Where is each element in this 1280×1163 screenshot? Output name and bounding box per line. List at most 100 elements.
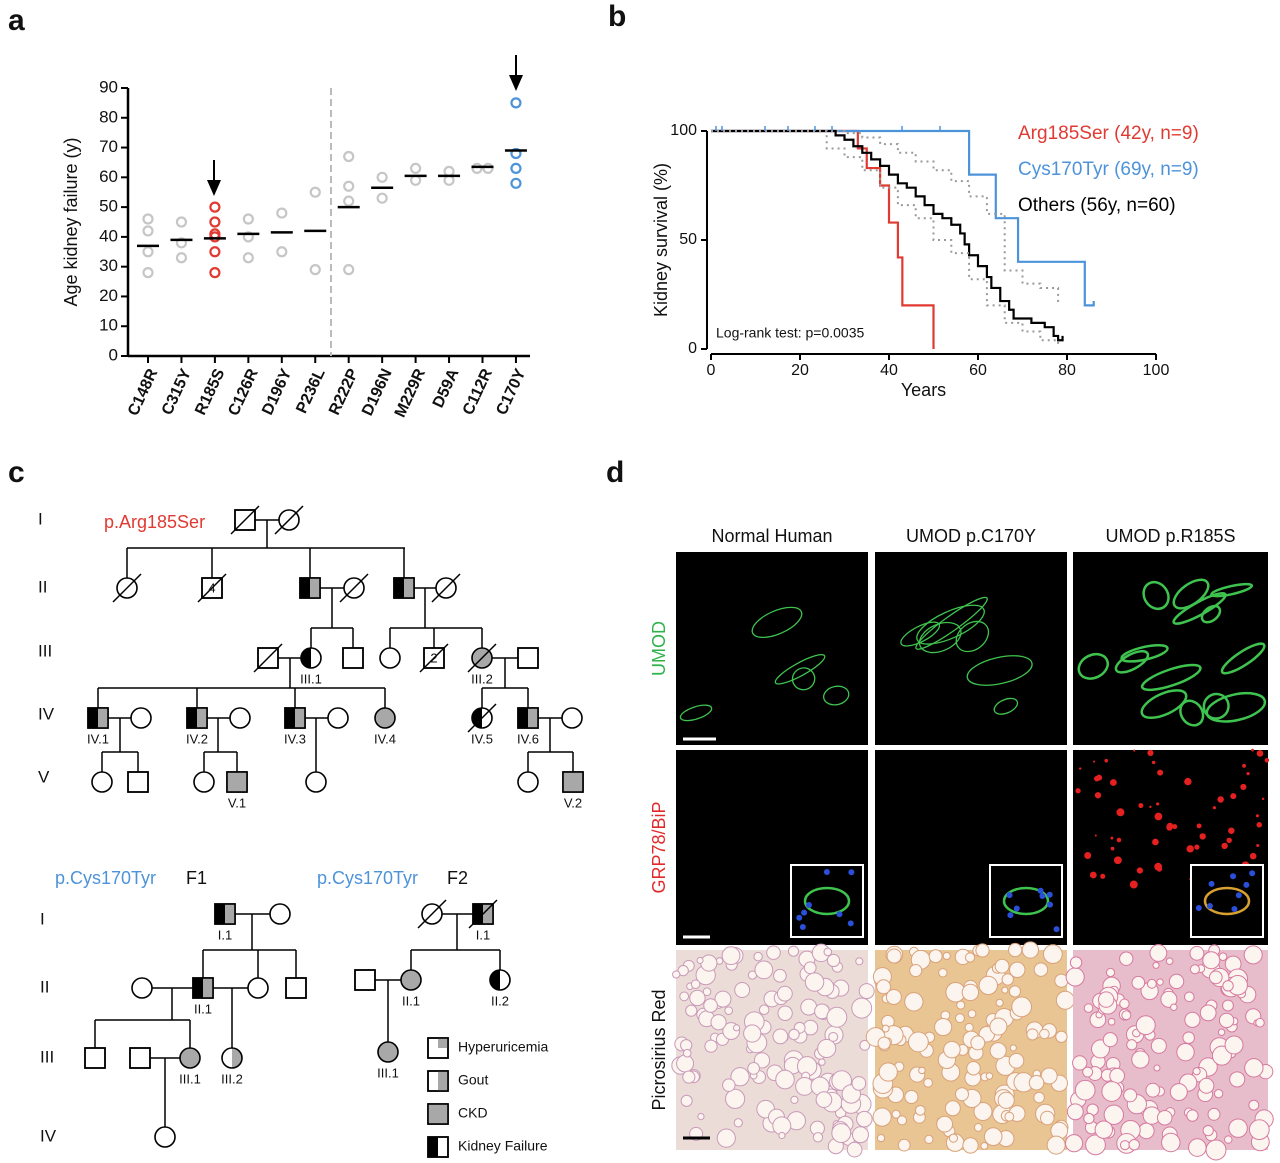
inset-tubule <box>803 886 851 916</box>
tissue <box>1123 1088 1138 1103</box>
pedigree-line <box>112 573 142 603</box>
female <box>92 772 112 792</box>
y-tick-label: 50 <box>679 231 697 248</box>
x-tick-label: D196Y <box>259 366 295 418</box>
tubule <box>1140 663 1202 692</box>
outline <box>154 1126 176 1148</box>
tissue <box>1021 941 1040 959</box>
x-tick-label: C170Y <box>493 366 529 418</box>
sibship-size: 2 <box>430 650 437 665</box>
stain <box>1172 824 1178 830</box>
nucleus <box>799 923 806 930</box>
y-axis-label: Age kidney failure (y) <box>61 137 81 306</box>
stain <box>1226 837 1232 844</box>
outline <box>247 977 269 999</box>
survival-curve <box>711 129 1064 342</box>
female <box>562 708 582 728</box>
stain <box>1116 808 1125 817</box>
tissue <box>1135 1015 1156 1036</box>
tubule <box>822 685 850 706</box>
tissue <box>1244 1058 1264 1078</box>
point <box>276 207 288 219</box>
tissue <box>851 1076 867 1091</box>
tissue <box>679 991 690 1002</box>
tissue <box>924 1134 934 1145</box>
point <box>343 180 355 192</box>
generation-label: I <box>38 509 43 528</box>
individual-label: IV.5 <box>471 731 493 746</box>
male <box>342 647 364 669</box>
tubule <box>751 606 803 639</box>
individual-label: V.2 <box>564 795 582 810</box>
tissue <box>1218 952 1228 961</box>
tubule <box>918 621 962 654</box>
individual-label: I.1 <box>218 927 232 942</box>
fill <box>563 772 583 792</box>
tissue <box>1109 1067 1126 1084</box>
stain <box>1221 842 1228 850</box>
tissue <box>689 989 706 1007</box>
tissue <box>758 1004 770 1016</box>
tissue <box>710 1014 727 1031</box>
pedigree-line <box>417 899 447 929</box>
outline <box>562 771 584 793</box>
tissue <box>700 954 718 972</box>
point <box>376 171 388 183</box>
nucleus <box>1046 901 1053 908</box>
tissue <box>1128 1139 1140 1151</box>
row-label: Picrosirius Red <box>649 989 669 1110</box>
point <box>209 216 221 228</box>
fill <box>300 578 310 598</box>
stain <box>1186 845 1194 853</box>
tubule <box>1142 580 1170 611</box>
outline <box>193 771 215 793</box>
generation-label: IV <box>38 704 55 723</box>
point <box>343 150 355 163</box>
individual-label: I.1 <box>476 927 490 942</box>
tissue <box>858 983 875 1000</box>
generation-label: II <box>40 977 49 996</box>
tissue <box>855 957 864 966</box>
generation-label: V <box>38 767 50 786</box>
point <box>142 246 154 258</box>
point <box>142 213 154 225</box>
tissue <box>928 949 943 964</box>
fill <box>472 708 482 728</box>
pedigree-line <box>467 643 497 673</box>
stain <box>1249 852 1257 860</box>
tissue <box>704 1039 718 1053</box>
tissue <box>730 1067 750 1087</box>
tissue <box>826 953 841 968</box>
tissue <box>962 1137 979 1154</box>
tissue <box>1131 975 1146 990</box>
pedigree-line <box>419 643 449 673</box>
point <box>242 213 254 225</box>
tissue <box>1102 1032 1118 1048</box>
tissue <box>975 943 990 958</box>
tissue <box>1097 991 1115 1008</box>
stain <box>1199 833 1206 840</box>
individual-label: III.1 <box>377 1065 399 1080</box>
tissue <box>1183 991 1195 1003</box>
female <box>131 708 151 728</box>
tissue <box>846 1141 863 1158</box>
tissue <box>1169 1083 1188 1102</box>
tissue <box>1218 1012 1235 1029</box>
tissue <box>978 975 998 996</box>
point <box>309 186 321 198</box>
fill <box>203 978 213 998</box>
stain <box>1113 856 1122 865</box>
fill <box>88 708 98 728</box>
tissue <box>923 1078 933 1088</box>
point <box>482 162 494 174</box>
point <box>410 162 422 174</box>
tissue <box>1074 1079 1096 1101</box>
tissue <box>1008 942 1023 958</box>
tissue <box>851 1126 869 1144</box>
fill <box>295 708 305 728</box>
tubule <box>916 604 985 645</box>
tissue <box>772 1028 789 1045</box>
stain <box>1166 824 1173 831</box>
point <box>510 162 522 174</box>
nucleus <box>1053 926 1060 933</box>
